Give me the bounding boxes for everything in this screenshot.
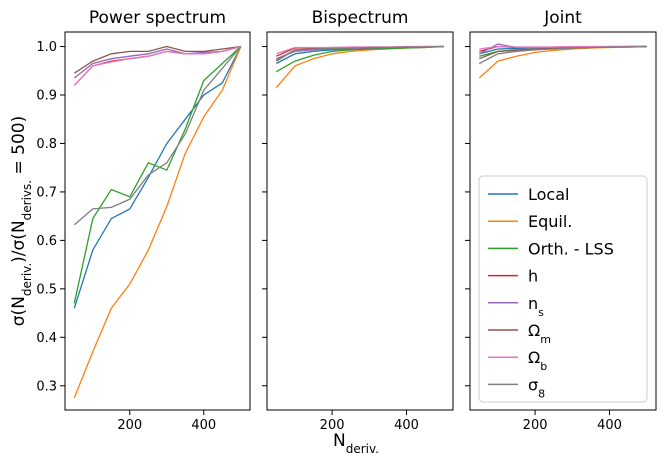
- panel-bispectrum: 200 400 Bispectrum: [262, 8, 454, 433]
- legend-label: Local: [528, 185, 569, 204]
- x-axis-label: Nderiv.: [333, 431, 379, 453]
- legend-label: Ωm: [528, 321, 551, 346]
- legend-label: h: [528, 267, 538, 286]
- series-line-equil-: [73, 46, 242, 399]
- legend-label: σ8: [528, 375, 545, 400]
- panel-title: Power spectrum: [89, 8, 226, 28]
- legend-item-b: Ωb: [488, 348, 547, 373]
- series-line--b: [73, 45, 241, 86]
- legend-item-n-s: ns: [488, 294, 544, 319]
- legend-item-local: Local: [488, 185, 569, 204]
- x-tick-label: 200: [117, 418, 142, 433]
- y-tick-label: 0.3: [36, 379, 57, 394]
- panels: 200 400 0.3 0.4 0.5 0.6 0.7 0.8 0.9 1.0 Power spec…: [36, 8, 657, 433]
- panel-title: Bispectrum: [312, 8, 409, 28]
- panel-power-spectrum: 200 400 0.3 0.4 0.5 0.6 0.7 0.8 0.9 1.0 Power spec…: [36, 8, 251, 433]
- plot-frame: [64, 31, 251, 411]
- y-tick-label: 0.7: [36, 185, 57, 200]
- series-line-orth-lss: [73, 46, 242, 304]
- series-line--8: [275, 45, 444, 61]
- y-tick-label: 0.9: [36, 89, 57, 104]
- panel-joint: 200 400 Joint: [465, 8, 657, 433]
- y-tick-label: 0.5: [36, 282, 57, 297]
- y-axis-label: σ(Nderiv.)/σ(Nderivs. = 500): [9, 116, 34, 326]
- legend-label: Ωb: [528, 348, 547, 373]
- x-tick-label: 200: [523, 418, 548, 433]
- plot-frame: [469, 31, 657, 411]
- series-line-n-s: [73, 45, 241, 79]
- panel-title: Joint: [543, 8, 582, 28]
- x-tick-label: 400: [394, 418, 419, 433]
- y-tick-label: 0.4: [36, 331, 57, 346]
- legend-item-8: σ8: [488, 375, 545, 400]
- y-tick-label: 1.0: [36, 40, 57, 55]
- legend-item-equil: Equil.: [488, 212, 572, 231]
- legend-item-h: h: [488, 267, 538, 286]
- legend-item-orth-lss: Orth. - LSS: [488, 239, 614, 258]
- series-line--8: [73, 46, 242, 226]
- legend-box: [478, 175, 648, 403]
- plot-frame: [266, 31, 454, 411]
- series-line-orth-lss: [275, 45, 444, 73]
- series-line-local: [73, 46, 242, 309]
- y-tick-label: 0.8: [36, 137, 57, 152]
- x-tick-label: 200: [320, 418, 345, 433]
- x-tick-label: 400: [191, 418, 216, 433]
- series-line--8: [478, 45, 647, 65]
- series-line--m: [73, 45, 241, 74]
- legend-item-m: Ωm: [488, 321, 551, 346]
- legend-label: Equil.: [528, 212, 572, 231]
- y-tick-label: 0.6: [36, 234, 57, 249]
- legend-label: Orth. - LSS: [528, 239, 614, 258]
- legend-label: ns: [528, 294, 544, 319]
- x-tick-label: 400: [597, 418, 622, 433]
